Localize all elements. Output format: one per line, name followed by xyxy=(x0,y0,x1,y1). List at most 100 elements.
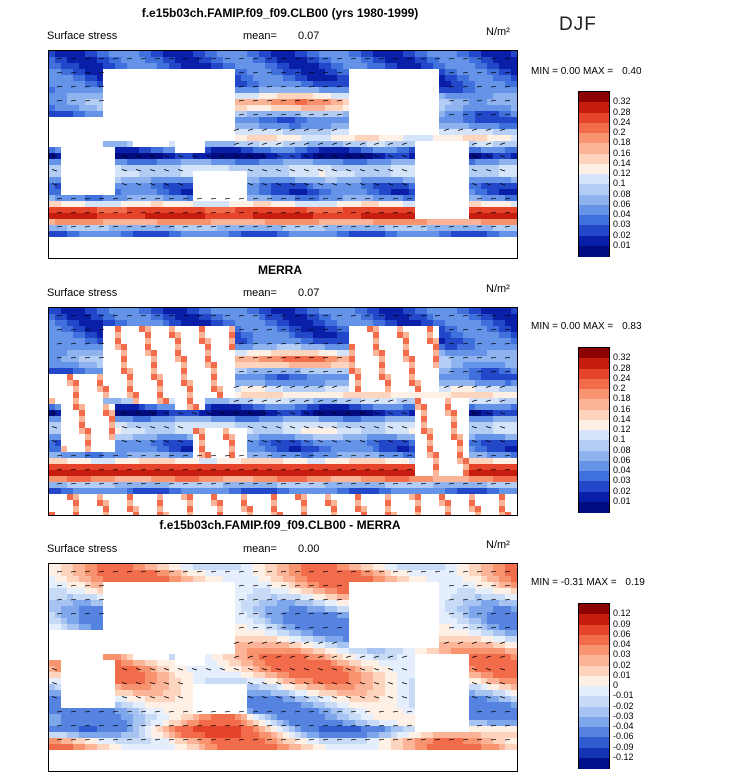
map-cell xyxy=(433,410,440,417)
map-cell xyxy=(505,320,512,327)
map-cell xyxy=(379,165,386,172)
map-cell xyxy=(97,159,104,166)
map-cell xyxy=(121,177,128,184)
map-cell xyxy=(79,75,86,82)
map-cell xyxy=(331,117,338,124)
map-cell xyxy=(73,362,80,369)
map-cell xyxy=(337,308,344,315)
map-cell xyxy=(325,201,332,208)
map-cell xyxy=(343,87,350,94)
map-cell xyxy=(313,105,320,112)
map-cell xyxy=(139,398,146,405)
map-cell xyxy=(397,356,404,363)
map-cell xyxy=(241,338,248,345)
map-cell xyxy=(439,225,446,232)
map-cell xyxy=(421,338,428,345)
map-cell xyxy=(361,255,368,258)
map-cell xyxy=(469,105,476,112)
map-cell xyxy=(331,93,338,100)
map-cell xyxy=(445,141,452,148)
map-cell xyxy=(235,189,242,196)
map-cell xyxy=(163,338,170,345)
map-cell xyxy=(79,434,86,441)
map-cell xyxy=(241,117,248,124)
map-cell xyxy=(499,362,506,369)
map-cell xyxy=(109,320,116,327)
wind-vector xyxy=(196,197,203,200)
map-cell xyxy=(247,171,254,178)
map-cell xyxy=(133,231,140,238)
map-cell xyxy=(391,308,398,315)
map-cell xyxy=(397,231,404,238)
map-cell xyxy=(103,392,110,399)
map-cell xyxy=(433,63,440,70)
map-cell xyxy=(379,362,386,369)
map-cell xyxy=(175,249,182,256)
map-cell xyxy=(319,356,326,363)
map-cell xyxy=(433,105,440,112)
map-cell xyxy=(331,386,338,393)
map-cell xyxy=(391,81,398,88)
map-cell xyxy=(511,147,517,154)
map-cell xyxy=(235,308,242,315)
map-cell xyxy=(163,255,170,258)
map-cell xyxy=(265,141,272,148)
map-cell xyxy=(427,416,434,423)
map-cell xyxy=(409,416,416,423)
map-cell xyxy=(241,249,248,256)
map-cell xyxy=(445,398,452,405)
map-cell xyxy=(457,183,464,190)
map-cell xyxy=(307,105,314,112)
colorbar-tick-label: 0.12 xyxy=(613,168,631,178)
wind-vector xyxy=(303,169,310,172)
map-cell xyxy=(319,207,326,214)
map-cell xyxy=(109,225,116,232)
map-cell xyxy=(175,392,182,399)
map-cell xyxy=(199,195,206,202)
map-cell xyxy=(133,338,140,345)
map-cell xyxy=(325,111,332,118)
map-cell xyxy=(139,344,146,351)
map-cell xyxy=(475,153,482,160)
map-cell xyxy=(253,87,260,94)
wind-vector xyxy=(280,197,287,200)
map-cell xyxy=(379,350,386,357)
map-cell xyxy=(427,153,434,160)
map-cell xyxy=(307,207,314,214)
map-cell xyxy=(493,201,500,208)
map-cell xyxy=(373,81,380,88)
map-cell xyxy=(511,440,517,447)
map-cell xyxy=(355,183,362,190)
map-cell xyxy=(481,243,488,250)
map-cell xyxy=(85,153,92,160)
map-cell xyxy=(169,183,176,190)
map-cell xyxy=(469,51,476,58)
map-cell xyxy=(511,87,517,94)
map-cell xyxy=(439,434,446,441)
map-cell xyxy=(469,81,476,88)
colorbar-tick-label: 0.01 xyxy=(613,239,631,250)
map-cell xyxy=(289,117,296,124)
map-cell xyxy=(475,117,482,124)
panel-1-min-value: 0.00 xyxy=(560,66,581,77)
map-cell xyxy=(85,243,92,250)
map-cell xyxy=(109,440,116,447)
map-cell xyxy=(343,81,350,88)
map-cell xyxy=(103,99,110,106)
map-cell xyxy=(307,141,314,148)
wind-vector xyxy=(261,155,268,158)
map-cell xyxy=(331,332,338,339)
map-cell xyxy=(217,213,224,220)
map-cell xyxy=(385,183,392,190)
map-cell xyxy=(307,231,314,238)
map-cell xyxy=(49,51,56,58)
map-cell xyxy=(133,75,140,82)
map-cell xyxy=(193,237,200,244)
map-cell xyxy=(379,356,386,363)
map-cell xyxy=(481,231,488,238)
map-cell xyxy=(61,177,68,184)
map-cell xyxy=(439,386,446,393)
map-cell xyxy=(271,237,278,244)
map-cell xyxy=(463,171,470,178)
map-cell xyxy=(463,153,470,160)
